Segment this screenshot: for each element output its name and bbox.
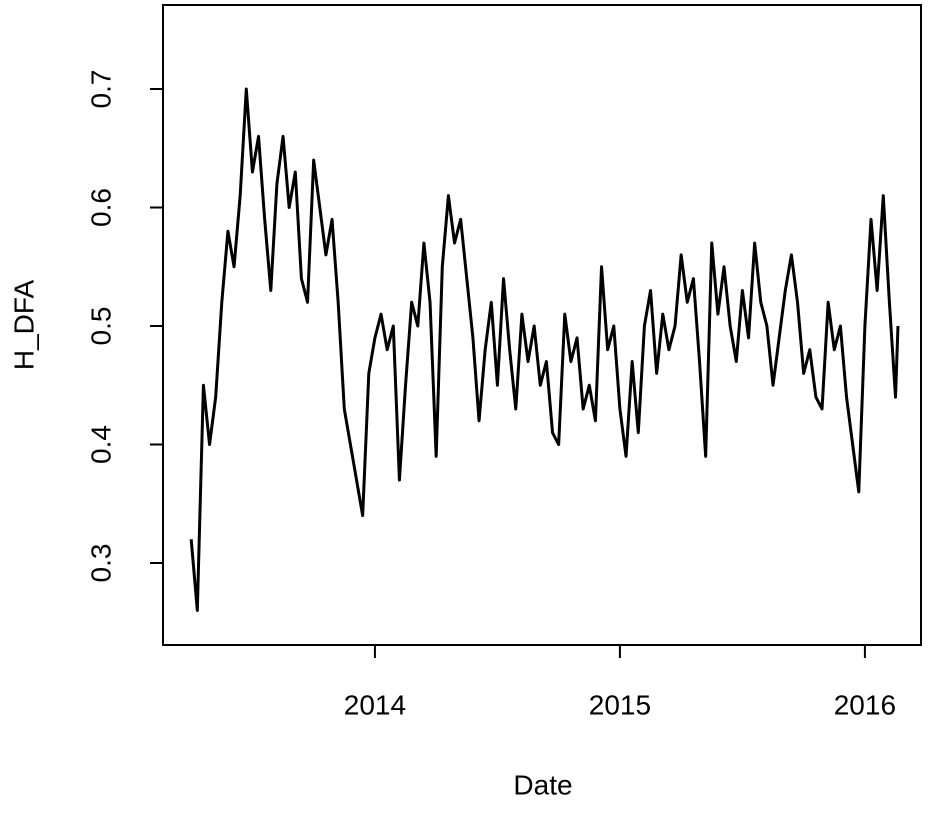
x-axis-label: Date [513, 769, 572, 800]
y-tick-label: 0.7 [85, 70, 116, 109]
y-tick-label: 0.5 [85, 307, 116, 346]
x-tick-label: 2015 [589, 689, 651, 720]
y-tick-label: 0.6 [85, 188, 116, 227]
y-tick-label: 0.4 [85, 425, 116, 464]
y-tick-label: 0.3 [85, 544, 116, 583]
y-axis-label: H_DFA [8, 280, 39, 371]
series-line [189, 87, 900, 612]
x-tick-label: 2016 [834, 689, 896, 720]
x-tick-label: 2014 [344, 689, 406, 720]
plot-box [162, 4, 922, 646]
